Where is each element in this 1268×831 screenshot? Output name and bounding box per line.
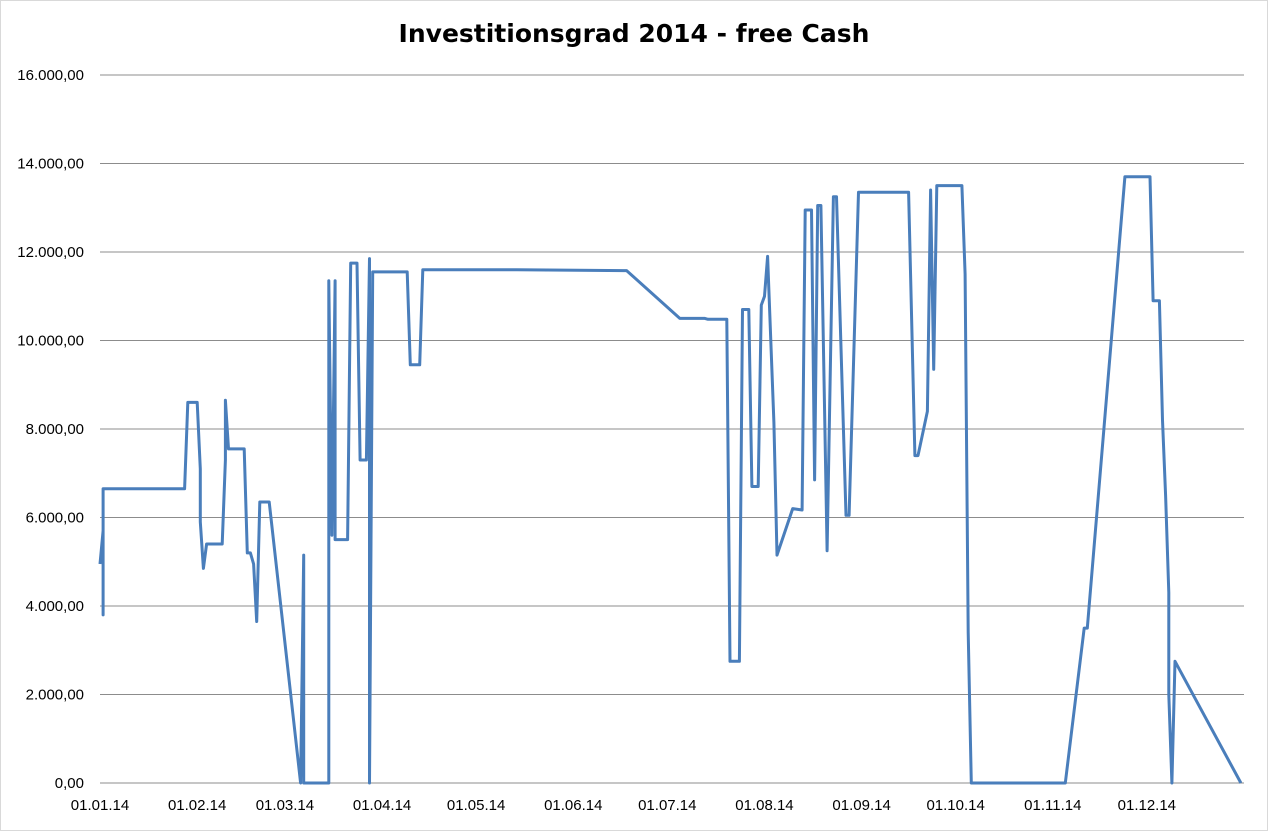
y-tick-label: 16.000,00 [17,67,84,84]
x-tick-label: 01.10.14 [926,797,984,814]
series-line [98,175,1243,785]
chart-title: Investitionsgrad 2014 - free Cash [398,19,870,48]
x-axis-tick-labels: 01.01.14 01.02.14 01.03.14 01.04.14 01.05.14… [71,797,1176,814]
series-group [98,175,1243,785]
gridlines [100,74,1244,695]
x-tick-label: 01.06.14 [544,797,602,814]
x-tick-label: 01.05.14 [447,797,505,814]
y-tick-label: 0,00 [55,775,84,792]
y-tick-label: 12.000,00 [17,244,84,261]
x-tick-label: 01.12.14 [1118,797,1176,814]
x-tick-label: 01.03.14 [256,797,314,814]
x-tick-label: 01.07.14 [638,797,696,814]
x-tick-label: 01.09.14 [832,797,890,814]
y-tick-label: 14.000,00 [17,156,84,173]
y-tick-label: 8.000,00 [26,421,84,438]
x-tick-label: 01.01.14 [71,797,129,814]
x-tick-label: 01.02.14 [168,797,226,814]
y-tick-label: 10.000,00 [17,333,84,350]
x-tick-label: 01.11.14 [1024,797,1081,814]
x-tick-label: 01.04.14 [353,797,411,814]
y-tick-label: 4.000,00 [26,598,84,615]
y-tick-label: 6.000,00 [26,510,84,527]
y-tick-label: 2.000,00 [26,687,84,704]
x-tick-label: 01.08.14 [735,797,793,814]
y-axis-tick-labels: 0,00 2.000,00 4.000,00 6.000,00 8.000,00 10.0… [17,67,84,792]
